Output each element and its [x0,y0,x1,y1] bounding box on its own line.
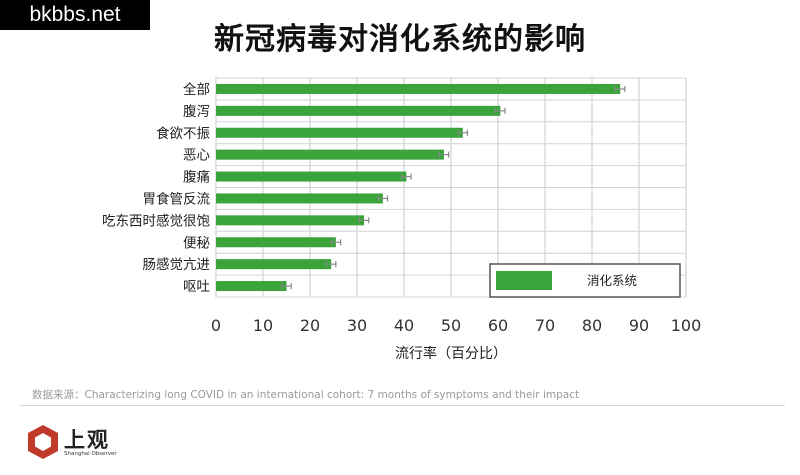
x-axis-label: 流行率（百分比） [395,345,507,362]
logo: 上观 Shanghai Observer [26,424,146,464]
bar [216,105,501,116]
bar [216,215,365,226]
chart-title: 新冠病毒对消化系统的影响 [214,22,586,57]
category-label: 食欲不振 [156,125,210,142]
x-tick-labels: 0 10 20 30 40 50 60 70 80 90 100 [211,316,701,335]
bar [216,149,444,160]
category-label: 肠感觉亢进 [143,256,211,273]
category-label: 腹泻 [183,103,210,120]
legend: 消化系统 [489,263,681,298]
legend-swatch [496,271,552,290]
bar [216,171,407,182]
x-tick-label: 30 [347,316,367,335]
category-label: 恶心 [183,148,210,164]
category-label: 腹痛 [183,169,210,186]
category-label: 呕吐 [183,279,210,295]
bar [216,83,621,94]
bars [216,83,626,292]
category-label: 胃食管反流 [143,190,211,207]
bar [216,193,383,204]
bar [216,281,287,292]
watermark: bkbbs.net [0,0,150,30]
bar [216,237,336,248]
divider [20,405,785,406]
logo-subtitle: Shanghai Observer [64,451,117,457]
logo-mark-icon [28,425,58,459]
legend-label: 消化系统 [587,273,637,288]
bar [216,127,463,138]
x-tick-label: 70 [535,316,555,335]
category-label: 便秘 [183,235,210,251]
x-tick-label: 20 [300,316,320,335]
x-tick-label: 40 [394,316,414,335]
x-tick-label: 80 [582,316,602,335]
x-tick-label: 100 [671,316,702,335]
x-tick-label: 90 [629,316,649,335]
data-source-note: 数据来源：Characterizing long COVID in an int… [32,389,580,401]
category-label: 吃东西时感觉很饱 [102,212,210,229]
x-tick-label: 10 [253,316,273,335]
x-tick-label: 60 [488,316,508,335]
category-label: 全部 [183,81,210,98]
x-tick-label: 0 [211,316,221,335]
x-tick-label: 50 [441,316,461,335]
logo-name: 上观 [64,427,110,452]
bar [216,259,332,270]
